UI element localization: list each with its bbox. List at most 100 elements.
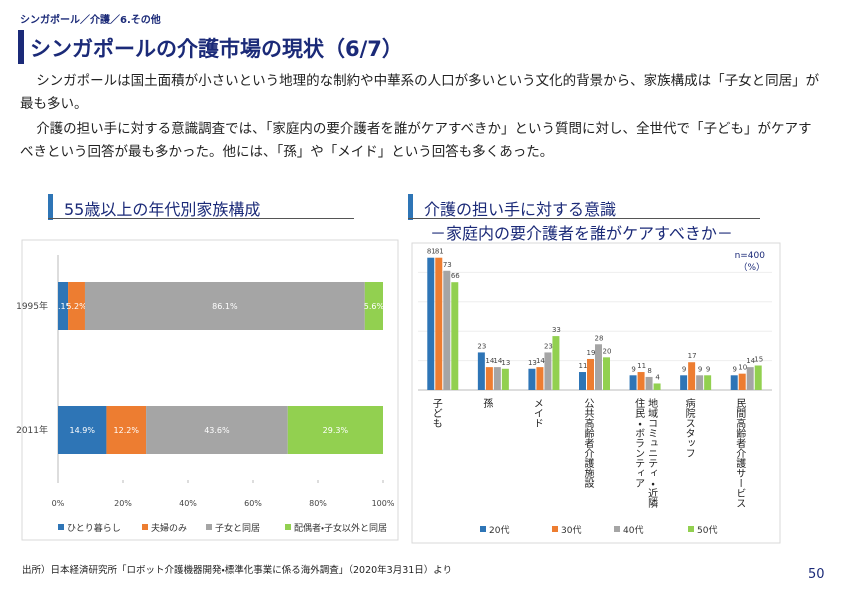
data-label: 19 — [587, 349, 596, 357]
breadcrumb: シンガポール／介護／6.その他 — [20, 15, 161, 26]
data-label: 29.3% — [323, 426, 349, 435]
bar — [704, 375, 712, 390]
bar — [536, 367, 544, 390]
data-label: 13 — [501, 359, 510, 367]
bar-segment — [364, 282, 383, 330]
y-tick-label: 1995年 — [16, 300, 48, 312]
x-tick-label: 子ども — [430, 398, 442, 428]
chart-subtitle: －家庭内の要介護者を誰がケアすべきか－ — [430, 224, 733, 243]
data-label: 8 — [647, 367, 651, 375]
legend-label: 配偶者・子女以外と同居 — [294, 522, 387, 534]
legend-swatch — [552, 526, 558, 532]
data-label: 12.2% — [114, 426, 140, 435]
x-tick-label: 民間高齢者介護サービス — [733, 398, 745, 508]
bar — [595, 344, 602, 390]
bar — [645, 376, 653, 390]
data-label: 11 — [637, 362, 646, 370]
legend-swatch — [688, 526, 694, 532]
underline — [408, 218, 760, 219]
legend-label: ひとり暮らし — [67, 522, 121, 534]
x-tick-label: 公共高齢者介護施設 — [582, 398, 593, 488]
x-tick-label: 孫 — [480, 398, 492, 408]
plot-frame — [411, 242, 781, 544]
data-label: 15 — [754, 356, 763, 364]
x-tick-label: メイド — [531, 398, 543, 428]
data-label: 11 — [579, 362, 588, 370]
data-label: 86.1% — [212, 302, 238, 311]
bar — [435, 257, 443, 390]
data-label: 23 — [544, 342, 553, 350]
bar-segment — [84, 282, 365, 330]
page-number: 50 — [808, 567, 825, 582]
bar-segment — [146, 406, 288, 454]
bar — [637, 372, 645, 390]
data-label: 33 — [552, 326, 561, 334]
data-label: 14 — [485, 357, 494, 365]
data-label: 23 — [477, 342, 486, 350]
annotation: （%） — [738, 262, 765, 273]
bar — [629, 375, 637, 390]
data-label: 5.2% — [66, 302, 87, 311]
bar — [544, 352, 552, 390]
bar — [653, 383, 661, 390]
legend-swatch — [614, 526, 620, 532]
bar — [738, 373, 746, 390]
page-title: シンガポールの介護市場の現状（6/7） — [30, 37, 403, 61]
data-label: 9 — [732, 365, 736, 373]
data-label: 14.9% — [70, 426, 96, 435]
x-tick-label: 100% — [372, 499, 395, 508]
data-label: 13 — [528, 359, 537, 367]
legend-swatch — [480, 526, 486, 532]
data-label: 4 — [655, 373, 660, 381]
x-tick-label: 地域コミュニティ・近隣住民・ボランティア — [632, 398, 657, 508]
data-label: 81 — [435, 248, 444, 256]
annotation: n=400 — [735, 251, 766, 261]
paragraph: シンガポールは国土面積が小さいという地理的な制約や中華系の人口が多いという文化的… — [20, 73, 820, 112]
bar — [680, 375, 688, 390]
data-label: 9 — [682, 365, 686, 373]
legend-label: 20代 — [489, 525, 509, 536]
legend-swatch — [58, 524, 64, 530]
bar — [501, 368, 509, 390]
legend-label: 40代 — [623, 525, 643, 536]
data-label: 3.1% — [53, 302, 74, 311]
data-label: 73 — [443, 261, 452, 269]
bar — [603, 357, 610, 390]
bar — [443, 270, 451, 390]
data-label: 28 — [595, 334, 604, 342]
bar-segment — [58, 406, 107, 454]
bar — [528, 368, 536, 390]
paragraph: 介護の担い手に対する意識調査では、「家庭内の要介護者を誰がケアすべきか」という質… — [20, 121, 812, 160]
bar — [754, 365, 762, 390]
bar-segment — [58, 282, 69, 330]
x-tick-label: 60% — [244, 499, 262, 508]
bar-segment — [68, 282, 85, 330]
bar — [746, 367, 754, 390]
x-tick-label: 0% — [52, 499, 65, 508]
bar — [451, 282, 459, 390]
data-label: 17 — [688, 352, 697, 360]
legend-swatch — [206, 524, 212, 530]
bar — [552, 336, 560, 390]
data-label: 10 — [738, 364, 747, 372]
bar-segment — [287, 406, 383, 454]
data-label: 5.6% — [364, 302, 385, 311]
bar — [730, 375, 738, 390]
data-label: 9 — [631, 365, 635, 373]
bar — [579, 372, 586, 390]
y-tick-label: 2011年 — [16, 424, 48, 436]
data-label: 9 — [698, 365, 702, 373]
bar-segment — [106, 406, 147, 454]
data-label: 14 — [746, 357, 755, 365]
data-label: 9 — [706, 365, 710, 373]
x-tick-label: 病院スタッフ — [683, 398, 695, 458]
x-tick-label: 80% — [309, 499, 327, 508]
bar — [485, 367, 493, 390]
bar — [477, 352, 485, 390]
chart-title-bar — [408, 194, 413, 220]
chart-title: 55歳以上の年代別家族構成 — [64, 200, 261, 219]
bar — [587, 358, 594, 390]
